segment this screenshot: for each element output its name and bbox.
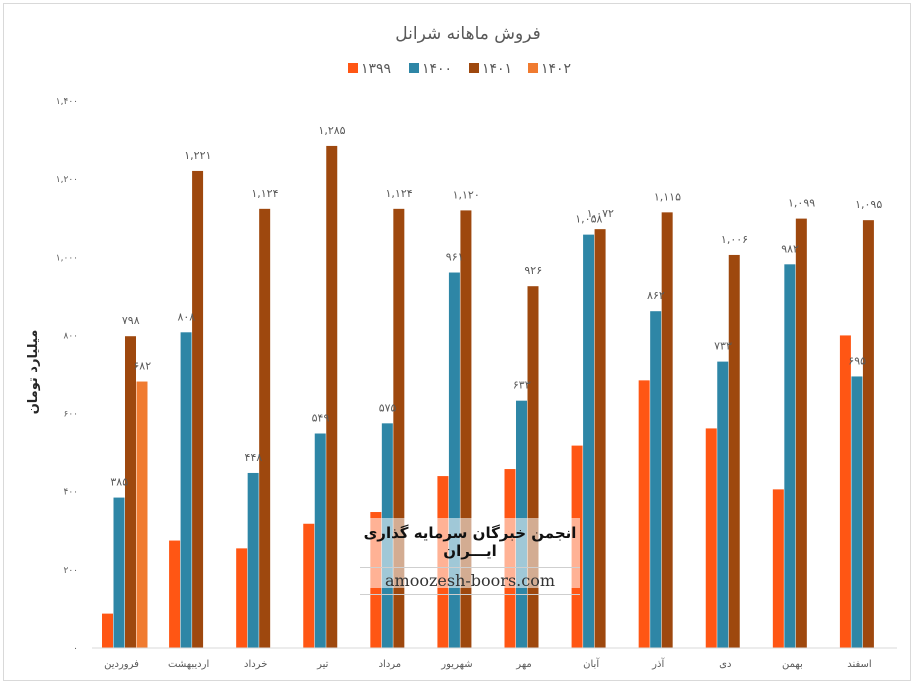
bar <box>772 489 784 648</box>
bar <box>393 208 405 648</box>
legend-swatch <box>348 63 358 73</box>
data-label: ۶۸۲ <box>133 360 151 373</box>
watermark-title: انجمن خبرگان سرمایه گذاری ایـــران <box>363 524 577 560</box>
x-tick-label: فروردین <box>104 659 139 670</box>
data-label: ۶۹۵ <box>848 354 866 367</box>
legend-swatch <box>528 63 538 73</box>
data-label: ۴۴۸ <box>245 451 263 464</box>
legend-swatch <box>469 63 479 73</box>
x-tick-label: مرداد <box>379 659 402 670</box>
data-label: ۱,۱۲۴ <box>251 187 278 200</box>
data-label: ۸۰۸ <box>177 310 195 323</box>
x-tick-label: اردیبهشت <box>168 659 209 670</box>
bar <box>594 229 606 648</box>
bar <box>728 254 740 649</box>
chart-frame <box>3 3 911 681</box>
bar <box>460 210 472 648</box>
bar <box>650 311 662 648</box>
chart-legend: ۱۳۹۹ ۱۴۰۰ ۱۴۰۱ ۱۴۰۲ <box>348 61 571 77</box>
bar <box>303 523 315 648</box>
bar <box>102 613 113 648</box>
y-tick-label: ۲۰۰ <box>63 566 78 576</box>
watermark-divider-bottom <box>360 594 580 595</box>
bar <box>247 472 259 648</box>
legend-label: ۱۴۰۰ <box>422 61 452 77</box>
legend-label: ۱۴۰۱ <box>482 61 512 77</box>
chart-title: فروش ماهانه شرانل <box>395 24 541 44</box>
data-label: ۱,۰۹۵ <box>855 198 882 211</box>
y-tick-label: ۶۰۰ <box>63 410 78 420</box>
watermark-url: amoozesh-boors.com <box>384 571 555 590</box>
x-tick-label: شهریور <box>440 659 472 670</box>
y-tick-label: ۱,۲۰۰ <box>56 175 78 185</box>
x-axis-labels: فروردین اردیبهشت خرداد تیر مرداد شهریور مهر آبا… <box>104 657 872 670</box>
data-label: ۵۷۵ <box>379 401 397 414</box>
data-label: ۱,۱۲۰ <box>453 188 480 201</box>
x-tick-label: دی <box>719 659 731 670</box>
bar <box>448 272 460 648</box>
bar <box>180 332 192 648</box>
y-tick-label: ۸۰۰ <box>63 331 78 341</box>
data-label: ۱,۱۱۵ <box>654 190 681 203</box>
watermark-divider-top <box>360 567 580 568</box>
bar <box>192 170 204 648</box>
x-tick-label: مهر <box>515 659 531 670</box>
data-label: ۱,۰۷۲ <box>587 207 614 220</box>
bar <box>236 548 248 648</box>
watermark: انجمن خبرگان سرمایه گذاری ایـــران amooz… <box>360 518 580 595</box>
bar <box>125 336 136 648</box>
bar <box>169 540 181 648</box>
bar <box>583 234 595 649</box>
y-tick-label: ۱,۰۰۰ <box>56 253 78 263</box>
y-tick-label: ۱,۴۰۰ <box>56 97 78 107</box>
data-label: ۹۲۶ <box>524 264 542 277</box>
x-tick-label: آذر <box>651 657 665 670</box>
bar <box>851 376 863 648</box>
data-label: ۱,۰۵۸ <box>575 213 602 226</box>
x-tick-label: اسفند <box>847 659 871 670</box>
data-label: ۱,۲۲۱ <box>184 149 211 162</box>
bar <box>326 145 338 649</box>
legend-label: ۱۳۹۹ <box>361 61 391 77</box>
bar <box>638 380 650 648</box>
data-label: ۷۹۸ <box>122 314 140 327</box>
data-label: ۸۶۲ <box>647 289 665 302</box>
bar <box>259 208 271 648</box>
y-tick-label: ۴۰۰ <box>63 488 78 498</box>
bar <box>862 220 874 649</box>
data-label: ۱,۱۲۴ <box>386 187 413 200</box>
chart-data-labels: ۳۸۵ ۷۹۸ ۶۸۲ ۸۰۸ ۱,۲۲۱ ۴۴۸ ۱,۱۲۴ ۵۴۹ ۱,۲۸۵ ۵۷۵ ۱,۱۲… <box>110 124 882 489</box>
x-tick-label: تیر <box>316 659 329 670</box>
data-label: ۱,۲۸۵ <box>318 124 345 137</box>
bar <box>717 361 729 648</box>
x-tick-label: خرداد <box>244 659 267 670</box>
bar <box>784 264 796 648</box>
data-label: ۳۸۵ <box>110 476 128 489</box>
data-label: ۱,۰۹۹ <box>788 197 815 210</box>
x-tick-label: آبان <box>583 657 600 670</box>
bar <box>661 212 673 648</box>
data-label: ۶۳۳ <box>513 379 531 392</box>
bar <box>136 381 148 648</box>
bar <box>839 335 851 648</box>
x-tick-label: بهمن <box>782 659 803 670</box>
bar <box>113 497 125 648</box>
data-label: ۷۳۳ <box>714 340 732 353</box>
bar <box>314 433 326 648</box>
data-label: ۱,۰۰۶ <box>721 233 748 246</box>
legend-swatch <box>409 63 419 73</box>
legend-label: ۱۴۰۲ <box>541 61 571 77</box>
bar <box>795 218 807 649</box>
bar <box>705 428 717 648</box>
y-axis-ticks: ۰ ۲۰۰ ۴۰۰ ۶۰۰ ۸۰۰ ۱,۰۰۰ ۱,۲۰۰ ۱,۴۰۰ <box>56 97 78 654</box>
y-axis-label: میلیارد تومان <box>26 330 41 415</box>
bar <box>527 286 539 648</box>
data-label: ۹۸۲ <box>781 242 799 255</box>
data-label: ۹۶۱ <box>446 251 464 264</box>
y-tick-label: ۰ <box>73 644 78 654</box>
data-label: ۵۴۹ <box>312 411 330 424</box>
